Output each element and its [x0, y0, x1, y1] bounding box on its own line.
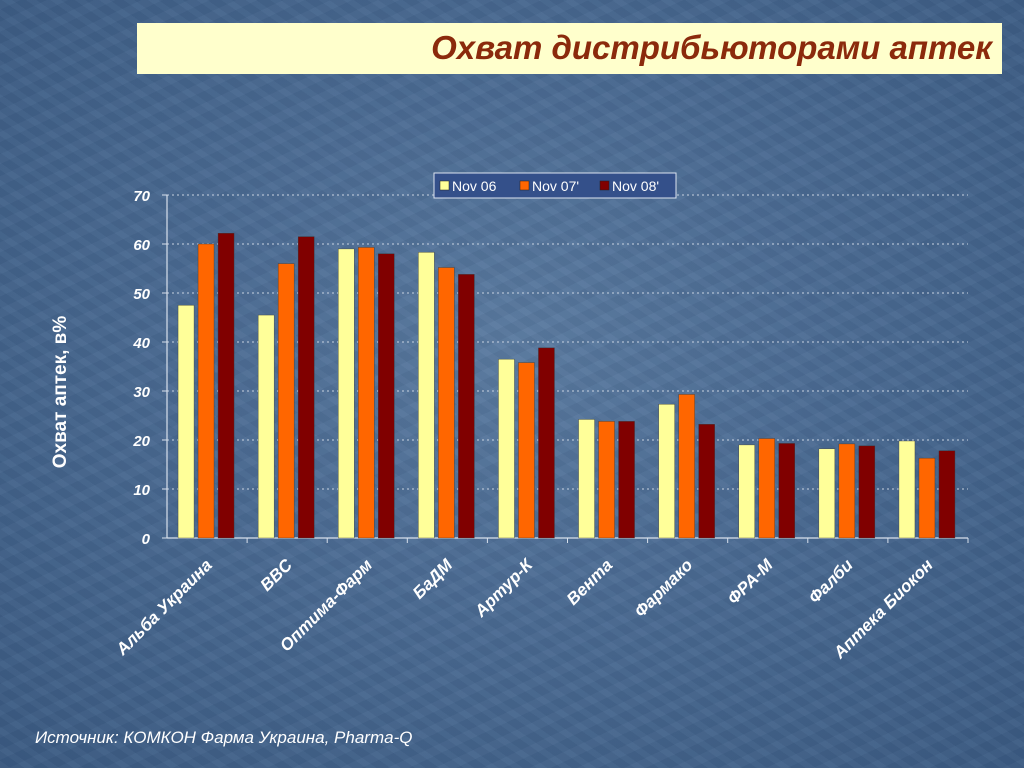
y-tick-label: 20 [132, 433, 150, 450]
bar [698, 424, 715, 539]
bar [297, 236, 315, 539]
bar [898, 440, 916, 539]
legend-swatch [519, 180, 530, 191]
bar [598, 421, 615, 539]
bar [538, 347, 555, 539]
bar [197, 243, 215, 539]
bar [658, 404, 675, 539]
bar [618, 421, 635, 539]
bar [578, 419, 595, 539]
bar [518, 362, 535, 539]
y-tick-label: 70 [133, 188, 150, 205]
bar [378, 253, 395, 539]
y-tick-label: 60 [133, 237, 150, 254]
bar [277, 263, 295, 539]
x-category-label: BBC [256, 555, 296, 595]
x-category-label: Фалби [805, 555, 857, 607]
x-category-label: Артур-К [470, 554, 537, 621]
legend-label: Nov 07' [532, 178, 579, 194]
y-tick-label: 50 [133, 286, 150, 303]
bar [778, 443, 795, 539]
bar [418, 252, 435, 539]
bar [818, 448, 836, 539]
bar [338, 248, 355, 539]
source-note: Источник: КОМКОН Фарма Украина, Pharma-Q [35, 728, 413, 747]
bar [938, 450, 956, 539]
bar [257, 314, 275, 539]
legend-label: Nov 08' [612, 178, 659, 194]
slide-title: Охват дистрибьюторами аптек [431, 29, 992, 66]
bar [498, 358, 515, 539]
bar [217, 233, 235, 539]
title-banner: Охват дистрибьюторами аптек [137, 23, 1002, 74]
bar [438, 267, 455, 539]
bar [738, 444, 755, 539]
x-category-label: Фармако [631, 555, 697, 621]
bar [758, 438, 775, 539]
bar [177, 305, 195, 539]
y-tick-label: 0 [142, 531, 151, 548]
bar [918, 457, 936, 539]
bar [458, 274, 475, 539]
legend-label: Nov 06 [452, 178, 497, 194]
y-axis-title: Охват аптек, в% [50, 316, 71, 469]
bar [358, 247, 375, 539]
bar [678, 394, 695, 539]
y-tick-label: 30 [133, 384, 150, 401]
x-category-label: Альба Украина [112, 555, 216, 659]
legend-box [433, 172, 677, 199]
x-category-label: Вента [563, 555, 616, 608]
legend-swatch [599, 180, 610, 191]
bar [838, 443, 856, 539]
x-category-label: БаДМ [409, 555, 457, 603]
x-category-label: ФРА-М [724, 555, 777, 608]
legend-swatch [439, 180, 450, 191]
y-tick-label: 10 [133, 482, 150, 499]
y-tick-label: 40 [132, 335, 150, 352]
bar [858, 445, 876, 539]
